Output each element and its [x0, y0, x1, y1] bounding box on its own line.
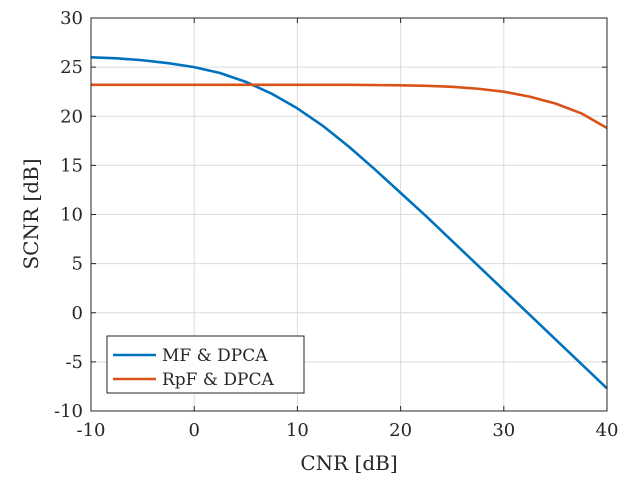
series-lines	[90, 56, 608, 390]
x-tick-label: 0	[188, 420, 199, 441]
y-tick-label: 10	[60, 205, 83, 226]
x-tick-label: 30	[492, 420, 515, 441]
x-tick-label: 20	[389, 420, 412, 441]
y-tick-label: 0	[72, 303, 83, 324]
plot-frame	[90, 17, 608, 412]
y-tick-label: 25	[60, 57, 83, 78]
y-tick-label: 20	[60, 106, 83, 127]
legend-box	[106, 335, 305, 394]
x-tick-label: 40	[596, 420, 619, 441]
y-tick-label: -10	[54, 401, 83, 422]
y-axis-title: SCNR [dB]	[19, 158, 43, 269]
series-line-rpf-dpca	[91, 83, 608, 130]
legend-label-mf-dpca: MF & DPCA	[162, 346, 268, 366]
legend: MF & DPCA RpF & DPCA	[106, 335, 305, 394]
y-tick-label: 5	[72, 254, 83, 275]
x-axis-title: CNR [dB]	[300, 451, 397, 475]
y-tick-label: 15	[60, 155, 83, 176]
series-line-mf-dpca	[90, 56, 608, 390]
axis-ticks: -10 0 10 20 30 40 30 25 20 15 10 5 0 -5 -10	[54, 8, 618, 441]
x-tick-label: -10	[77, 420, 106, 441]
y-tick-label: -5	[65, 352, 83, 373]
legend-label-rpf-dpca: RpF & DPCA	[162, 370, 274, 390]
x-tick-label: 10	[286, 420, 309, 441]
y-tick-label: 30	[60, 8, 83, 29]
